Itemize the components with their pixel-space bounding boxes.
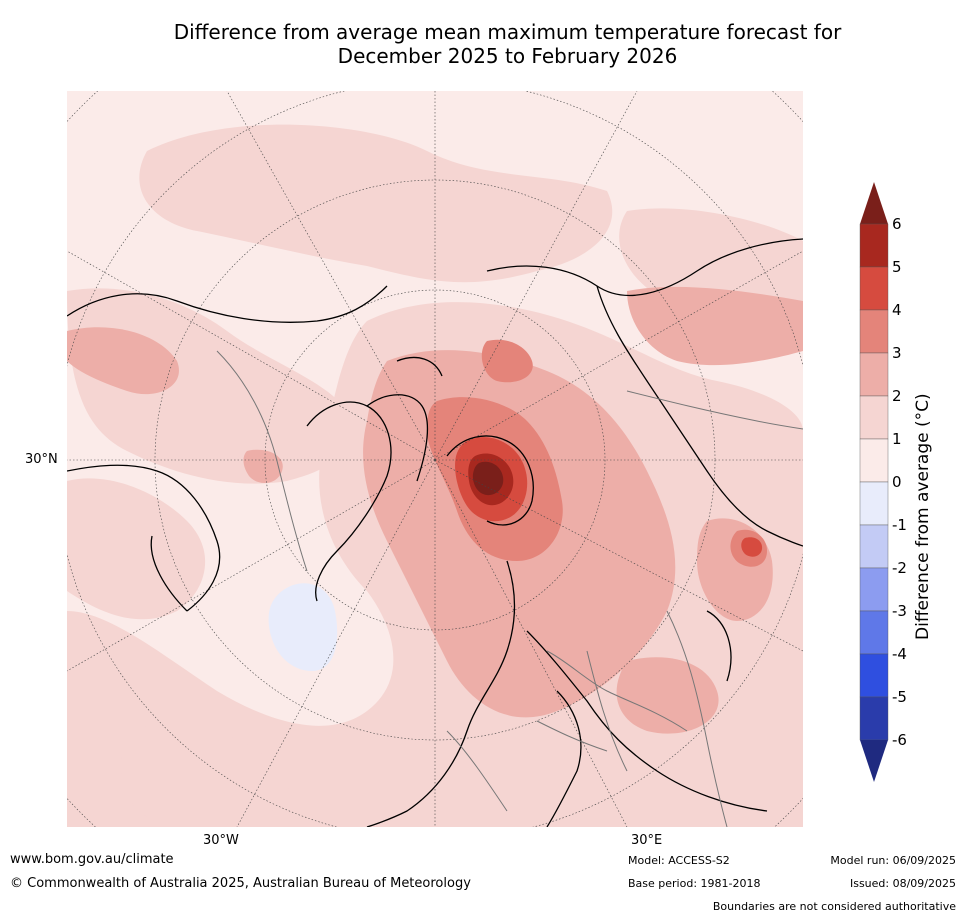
- colorbar-extend-over: [860, 182, 888, 224]
- colorbar-swatch-bm3_m2: [859, 567, 889, 612]
- country-borders: [216, 350, 803, 827]
- colorbar-swatch-b0_1: [859, 438, 889, 483]
- colorbar-tick-label: -4: [892, 645, 907, 663]
- graticule-label-30w: 30°W: [203, 833, 239, 848]
- copyright-text: © Commonwealth of Australia 2025, Austra…: [10, 876, 471, 891]
- anomaly-band-minus-1-0: [268, 583, 338, 671]
- anomaly-band-over-6: [472, 461, 504, 496]
- colorbar-tick-label: 3: [892, 344, 902, 362]
- map-title-line1: Difference from average mean maximum tem…: [173, 20, 842, 44]
- map-title: Difference from average mean maximum tem…: [60, 20, 955, 68]
- colorbar-extend-under: [860, 740, 888, 782]
- colorbar-swatch-bm4_m3: [859, 610, 889, 655]
- graticule-label-30e: 30°E: [631, 833, 663, 848]
- colorbar-tick-label: 1: [892, 430, 902, 448]
- issued-date: Issued: 08/09/2025: [849, 877, 956, 890]
- colorbar-swatch-bm6_m5: [859, 696, 889, 741]
- colorbar-swatch-bm1_0: [859, 481, 889, 526]
- model-name: Model: ACCESS-S2: [628, 854, 730, 867]
- colorbar-tick-label: -6: [892, 731, 907, 749]
- colorbar-tick-label: -2: [892, 559, 907, 577]
- colorbar-tick-label: 4: [892, 301, 902, 319]
- base-period: Base period: 1981-2018: [628, 877, 761, 890]
- colorbar-swatch-bm5_m4: [859, 653, 889, 698]
- temperature-anomaly-map: [67, 91, 803, 827]
- colorbar: 6 5 4 3 2 1 0 -1 -2 -3 -4 -5 -6: [859, 182, 907, 782]
- colorbar-swatch-b4_5: [859, 266, 889, 311]
- model-run-date: Model run: 06/09/2025: [830, 854, 956, 867]
- colorbar-tick-label: 0: [892, 473, 902, 491]
- colorbar-tick-label: -1: [892, 516, 907, 534]
- colorbar-swatch-bm2_m1: [859, 524, 889, 569]
- graticule-label-30n: 30°N: [25, 452, 58, 467]
- colorbar-tick-label: -5: [892, 688, 907, 706]
- colorbar-swatch-b3_4: [859, 309, 889, 354]
- colorbar-tick-label: 6: [892, 215, 902, 233]
- website-link[interactable]: www.bom.gov.au/climate: [10, 852, 174, 867]
- graticule-lines: [67, 91, 803, 827]
- colorbar-tick-label: 2: [892, 387, 902, 405]
- colorbar-swatch-b1_2: [859, 395, 889, 440]
- boundaries-disclaimer: Boundaries are not considered authoritat…: [712, 900, 956, 913]
- colorbar-tick-label: -3: [892, 602, 907, 620]
- colorbar-swatch-b2_3: [859, 352, 889, 397]
- coastlines: [67, 238, 803, 827]
- colorbar-swatch-b5_6: [859, 223, 889, 268]
- colorbar-title: Difference from average (°C): [913, 393, 933, 640]
- colorbar-tick-label: 5: [892, 258, 902, 276]
- map-title-line2: December 2025 to February 2026: [337, 44, 678, 68]
